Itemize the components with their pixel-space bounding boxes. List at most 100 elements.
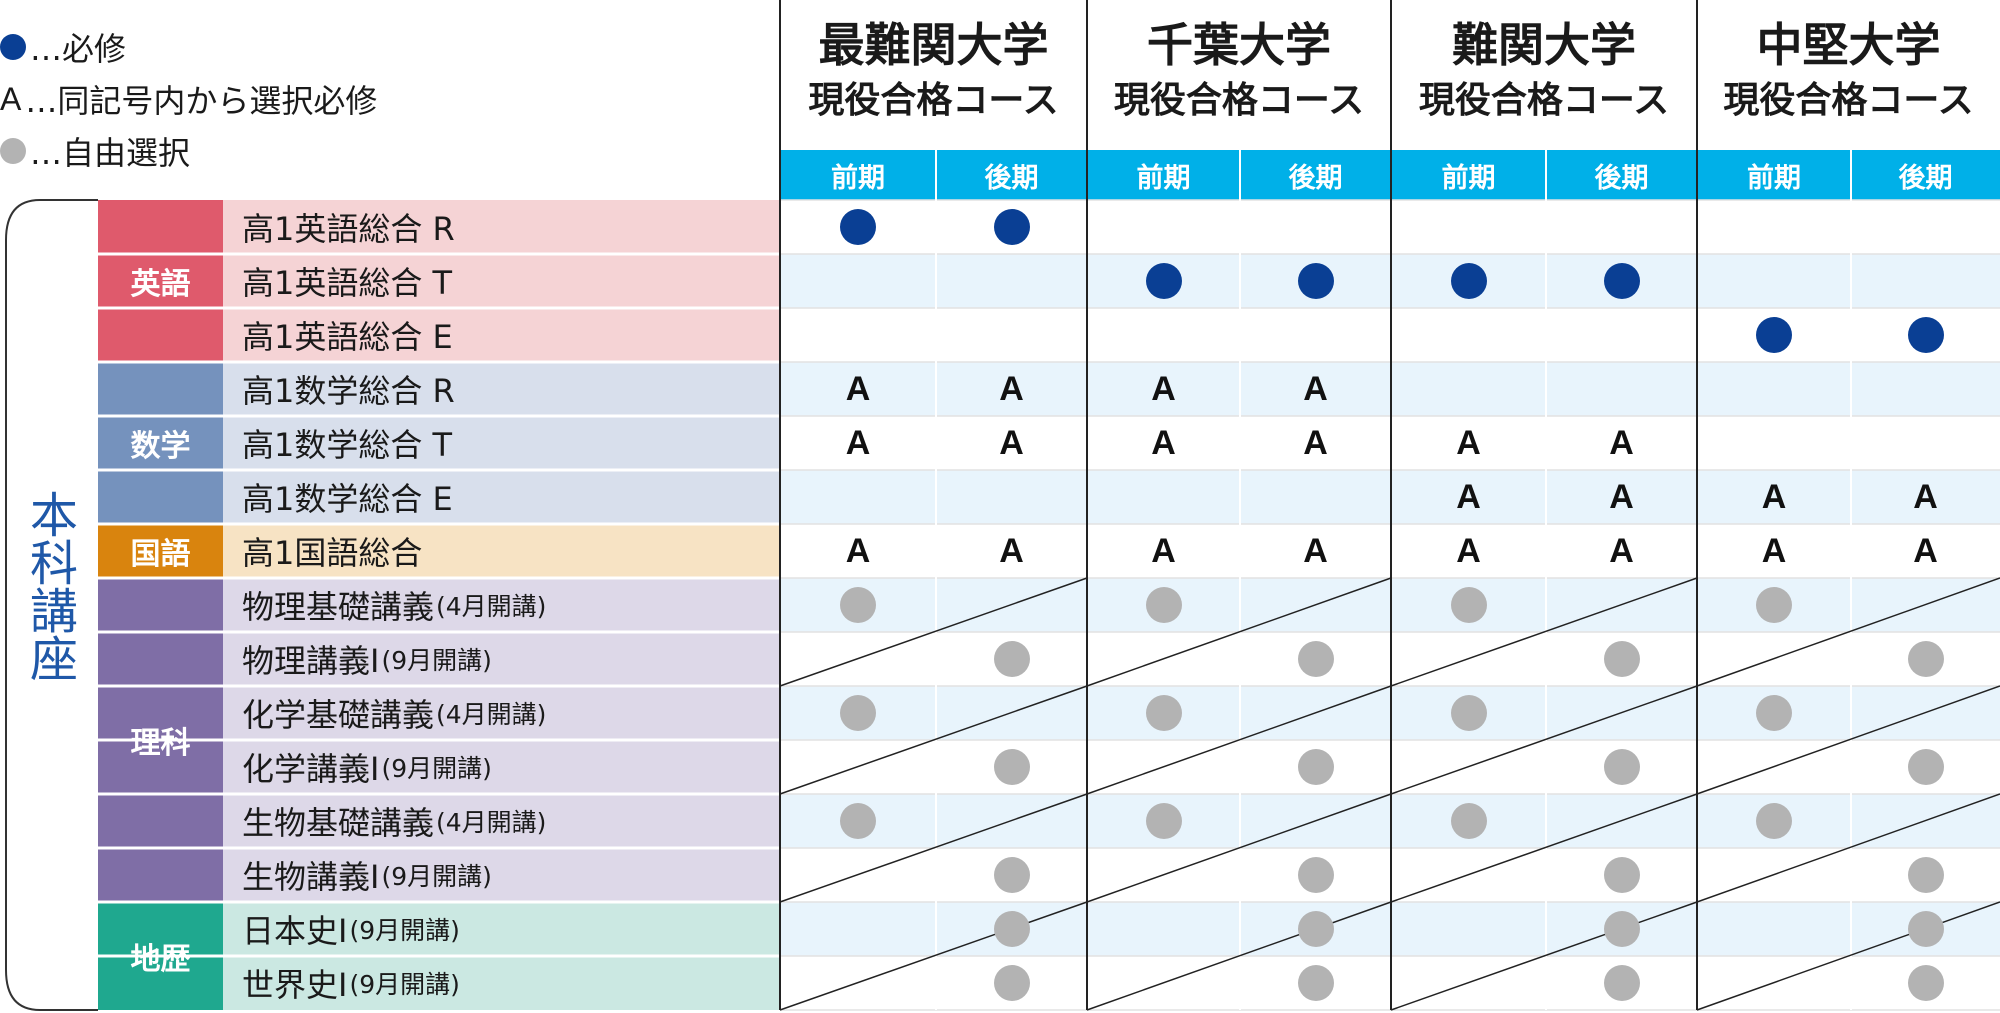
- course-row-note: (9月開講): [381, 645, 492, 675]
- course-row-name: 世界史Ⅰ: [242, 965, 348, 1004]
- mark-cell: [1087, 686, 1240, 740]
- diagonal-slash: [779, 793, 1088, 903]
- mark-cell: [1697, 794, 1851, 848]
- mark-cell: A: [1240, 416, 1391, 470]
- course-row-label: 高1国語総合: [242, 524, 422, 577]
- course-row-name: 生物基礎講義: [242, 803, 435, 842]
- mark-cell: [1240, 632, 1391, 686]
- mark-cell: A: [1546, 470, 1697, 524]
- mark-cell: [1240, 740, 1391, 794]
- course-row-name: 高1英語総合 T: [242, 263, 453, 302]
- diagonal-slash: [1696, 793, 2000, 903]
- mark-cell: [1851, 902, 2000, 956]
- term-header: 前期: [1087, 150, 1240, 200]
- mark-cell: [1240, 956, 1391, 1010]
- mark-cell: [1391, 578, 1546, 632]
- gray-filled-circle-icon: [0, 138, 26, 164]
- blue-filled-circle-icon: [1297, 263, 1334, 299]
- blue-filled-circle-icon: [0, 34, 26, 60]
- gray-filled-circle-icon: [1907, 911, 1944, 947]
- course-title: 中堅大学: [1756, 18, 1941, 72]
- letter-a-mark: A: [1913, 477, 1938, 516]
- legend-required: …必修: [0, 22, 126, 72]
- term-header: 前期: [780, 150, 936, 200]
- course-row-name: 高1英語総合 E: [242, 317, 453, 356]
- gray-filled-circle-icon: [1297, 641, 1334, 677]
- mark-cell: [936, 740, 1087, 794]
- gray-filled-circle-icon: [1603, 911, 1640, 947]
- course-title: 千葉大学: [1147, 18, 1331, 72]
- gray-filled-circle-icon: [1297, 911, 1334, 947]
- mark-cell: [1851, 848, 2000, 902]
- letter-a-mark: A: [1151, 369, 1176, 408]
- course-row-label: 生物講義Ⅰ (9月開講): [242, 848, 492, 901]
- course-subtitle: 現役合格コース: [808, 80, 1059, 121]
- diagonal-slash: [779, 577, 1088, 687]
- mark-cell: A: [1240, 524, 1391, 578]
- gray-filled-circle-icon: [1450, 803, 1487, 839]
- course-row-label: 化学講義Ⅰ (9月開講): [242, 740, 492, 793]
- mark-cell: A: [1697, 524, 1851, 578]
- course-row-label: 高1英語総合 T: [242, 254, 452, 307]
- mark-cell: A: [936, 524, 1087, 578]
- mark-cell: [1546, 848, 1697, 902]
- term-header: 後期: [1240, 150, 1391, 200]
- course-title: 難関大学: [1452, 18, 1636, 72]
- mark-cell: A: [1391, 470, 1546, 524]
- term-header: 後期: [1546, 150, 1697, 200]
- diagonal-slash: [1390, 901, 1698, 1011]
- gray-filled-circle-icon: [1603, 641, 1640, 677]
- mark-cell: A: [780, 416, 936, 470]
- mark-cell: [1851, 956, 2000, 1010]
- course-row-note: (9月開講): [349, 915, 460, 945]
- mark-cell: [1391, 686, 1546, 740]
- gray-filled-circle-icon: [1907, 641, 1944, 677]
- diagonal-slash: [1086, 685, 1392, 795]
- letter-a-mark: A: [1303, 369, 1328, 408]
- course-row-label: 物理講義Ⅰ (9月開講): [242, 632, 492, 685]
- letter-a-mark: A: [1456, 423, 1481, 462]
- course-row-label: 世界史Ⅰ (9月開講): [242, 956, 460, 1009]
- blue-filled-circle-icon: [993, 209, 1030, 245]
- mark-cell: [1391, 254, 1546, 308]
- frame-bracket: [5, 199, 98, 1011]
- course-title: 最難関大学: [818, 18, 1049, 72]
- letter-a-mark: A: [1761, 531, 1787, 570]
- frame-label: 本科講座: [18, 490, 78, 682]
- letter-a-mark: A: [1456, 531, 1481, 570]
- gray-filled-circle-icon: [993, 749, 1030, 785]
- term-header: 前期: [1697, 150, 1851, 200]
- letter-a-mark: A: [845, 423, 871, 462]
- course-row-label: 高1数学総合 E: [242, 470, 453, 523]
- mark-cell: [936, 848, 1087, 902]
- blue-filled-circle-icon: [1450, 263, 1487, 299]
- gray-filled-circle-icon: [1756, 803, 1792, 839]
- letter-a-mark: A: [1913, 531, 1938, 570]
- course-row-label: 高1数学総合 T: [242, 416, 452, 469]
- mark-cell: A: [1240, 362, 1391, 416]
- mark-cell: A: [780, 362, 936, 416]
- gray-filled-circle-icon: [840, 803, 876, 839]
- diagonal-slash: [1696, 685, 2000, 795]
- mark-cell: A: [1087, 416, 1240, 470]
- course-subtitle: 現役合格コース: [1723, 80, 1974, 121]
- course-row-name: 生物講義Ⅰ: [242, 857, 380, 896]
- gray-filled-circle-icon: [993, 911, 1030, 947]
- mark-cell: [1851, 740, 2000, 794]
- diagonal-slash: [1696, 577, 2000, 687]
- legend-free-text: …自由選択: [30, 134, 191, 172]
- course-row-name: 高1数学総合 T: [242, 425, 453, 464]
- course-header: 最難関大学現役合格コース: [780, 16, 1087, 146]
- mark-cell: [1546, 740, 1697, 794]
- diagonal-slash: [1086, 793, 1392, 903]
- diagonal-slash: [779, 685, 1088, 795]
- letter-a-mark: A: [1609, 423, 1634, 462]
- gray-filled-circle-icon: [1297, 965, 1334, 1001]
- gray-filled-circle-icon: [840, 587, 876, 623]
- course-row-name: 高1数学総合 R: [242, 371, 455, 410]
- mark-cell: [1546, 956, 1697, 1010]
- course-row-note: (4月開講): [436, 699, 547, 729]
- course-row-name: 高1英語総合 R: [242, 209, 455, 248]
- mark-cell: A: [1851, 470, 2000, 524]
- blue-filled-circle-icon: [1603, 263, 1640, 299]
